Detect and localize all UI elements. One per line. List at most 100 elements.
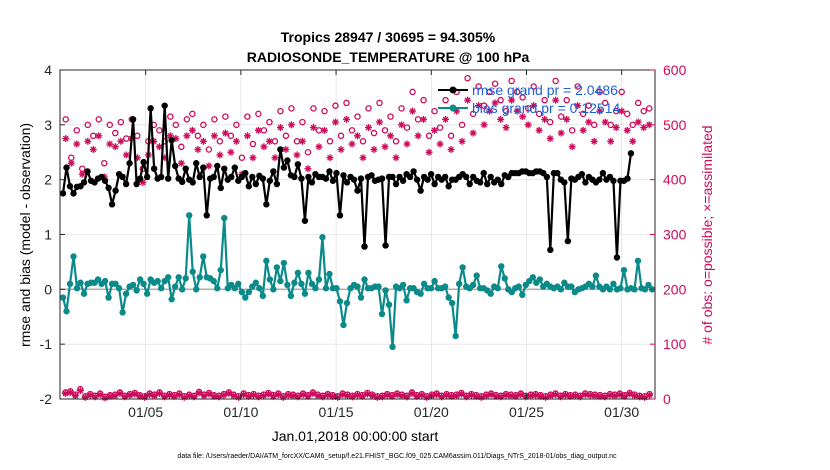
possible-circle-marker: [315, 127, 323, 134]
x-tick-label: 01/15: [319, 404, 354, 420]
assimilated-asterisk-marker: [155, 143, 163, 151]
possible-circle-marker: [590, 121, 598, 129]
assimilated-asterisk-marker: [420, 115, 428, 123]
rmse-point: [66, 183, 74, 190]
rmse-point: [105, 184, 112, 192]
possible-circle-marker: [354, 113, 361, 120]
possible-circle-marker: [491, 80, 499, 87]
rmse-point: [333, 169, 340, 177]
rmse-point: [410, 168, 417, 175]
bias-point: [59, 294, 67, 301]
bias-point: [259, 292, 267, 300]
bias-point: [154, 277, 161, 285]
bias-point: [378, 310, 386, 318]
possible-circle-marker: [266, 118, 273, 126]
rmse-point: [378, 175, 386, 182]
assimilated-asterisk-marker: [447, 146, 455, 154]
bias-point: [459, 264, 466, 271]
rmse-point: [427, 170, 435, 178]
bias-point: [592, 272, 600, 279]
assimilated-asterisk-marker: [342, 115, 350, 123]
y-right-tick-label: 400: [663, 172, 687, 188]
assimilated-asterisk-marker: [183, 132, 191, 140]
possible-circle-marker: [304, 148, 312, 156]
bias-point: [452, 332, 459, 340]
assimilated_bottom-asterisk-marker: [146, 391, 154, 399]
y-right-tick-label: 200: [663, 281, 687, 297]
assimilated-asterisk-marker: [414, 132, 422, 140]
assimilated-asterisk-marker: [365, 124, 373, 132]
bias-point: [333, 285, 340, 292]
bias-point: [620, 266, 628, 274]
possible-circle-marker: [271, 138, 279, 145]
chart-title-line1: Tropics 28947 / 30695 = 94.305%: [281, 29, 496, 45]
bias-point: [498, 263, 505, 270]
bias-point: [70, 253, 77, 260]
rmse-point: [179, 178, 186, 186]
possible-circle-marker: [392, 138, 400, 145]
possible-circle-marker: [90, 132, 97, 140]
assimilated_bottom-asterisk-marker: [195, 389, 203, 397]
rmse-point: [547, 246, 554, 254]
bias-point: [284, 281, 291, 289]
assimilated-asterisk-marker: [541, 115, 549, 123]
x-tick-label: 01/10: [223, 404, 258, 420]
assimilated-asterisk-marker: [331, 118, 339, 126]
assimilated-asterisk-marker: [640, 124, 648, 132]
possible-circle-marker: [332, 102, 339, 109]
possible-circle-marker: [568, 127, 576, 134]
possible-circle-marker: [585, 102, 592, 109]
assimilated-asterisk-marker: [199, 137, 207, 145]
y-left-tick-label: 4: [44, 62, 52, 78]
bias-point: [252, 279, 260, 286]
assimilated-asterisk-marker: [298, 137, 306, 145]
rmse-point: [613, 254, 621, 261]
possible-circle-marker: [282, 132, 290, 140]
bias-series: [59, 212, 656, 351]
bias-point: [287, 292, 295, 300]
bias-point: [315, 276, 323, 283]
assimilated-asterisk-marker: [243, 132, 251, 140]
assimilated-asterisk-marker: [464, 96, 472, 104]
y-right-tick-label: 500: [663, 117, 687, 133]
possible-circle-marker: [629, 121, 636, 129]
bias-point: [101, 277, 109, 285]
assimilated-asterisk-marker: [370, 146, 378, 154]
assimilated-asterisk-marker: [475, 102, 483, 110]
rmse-point: [263, 201, 270, 208]
possible-circle-marker: [101, 159, 108, 167]
bias-point: [66, 280, 74, 288]
possible-circle-marker: [431, 107, 438, 115]
possible-circle-marker: [387, 113, 394, 120]
rmse-point: [413, 176, 421, 183]
possible-circle-marker: [618, 88, 625, 96]
possible-circle-marker: [79, 165, 86, 172]
rmse-point: [277, 146, 284, 153]
assimilated-asterisk-marker: [524, 121, 532, 129]
possible-circle-marker: [425, 132, 433, 140]
assimilated-asterisk-marker: [574, 102, 582, 110]
assimilated_bottom-asterisk-marker: [264, 390, 272, 398]
rmse-point: [119, 173, 126, 181]
possible-circle-marker: [299, 118, 306, 126]
bias-point: [385, 301, 393, 308]
possible-circle-marker: [244, 113, 251, 120]
assimilated_bottom-asterisk-marker: [418, 391, 426, 399]
rmse-point: [417, 187, 424, 194]
possible-circle-marker: [508, 77, 515, 85]
assimilated-asterisk-marker: [563, 115, 571, 123]
bias-point: [312, 285, 319, 292]
y-left-tick-label: 2: [44, 172, 52, 188]
bias-point: [326, 270, 333, 278]
possible-circle-marker: [497, 96, 504, 104]
assimilated_bottom-asterisk-marker: [611, 392, 619, 400]
possible-circle-marker: [172, 121, 180, 129]
possible-circle-marker: [519, 94, 526, 101]
assimilated-asterisk-marker: [304, 165, 312, 173]
possible-circle-marker: [376, 99, 383, 107]
bias-point: [610, 280, 617, 288]
assimilated-asterisk-marker: [216, 151, 224, 159]
assimilated_bottom-asterisk-marker: [116, 390, 124, 398]
possible-circle-marker: [293, 138, 301, 145]
bias-point: [140, 280, 147, 288]
